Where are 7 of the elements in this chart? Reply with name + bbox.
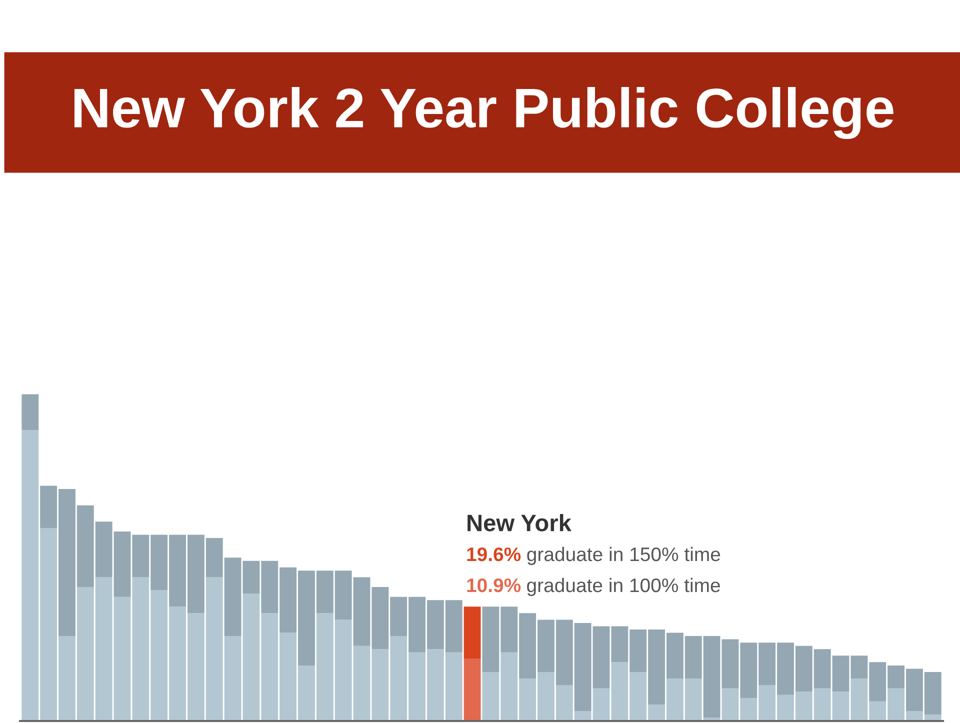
annotation: New York — [468, 514, 572, 532]
bar — [464, 658, 481, 721]
chart-title: New York 2 Year Public College — [74, 86, 894, 140]
annotation: 19.6% graduate in 150% time — [467, 546, 720, 566]
bar — [464, 606, 481, 659]
annotation: 10.9% graduate in 100% time — [467, 578, 720, 596]
bar — [22, 394, 39, 430]
